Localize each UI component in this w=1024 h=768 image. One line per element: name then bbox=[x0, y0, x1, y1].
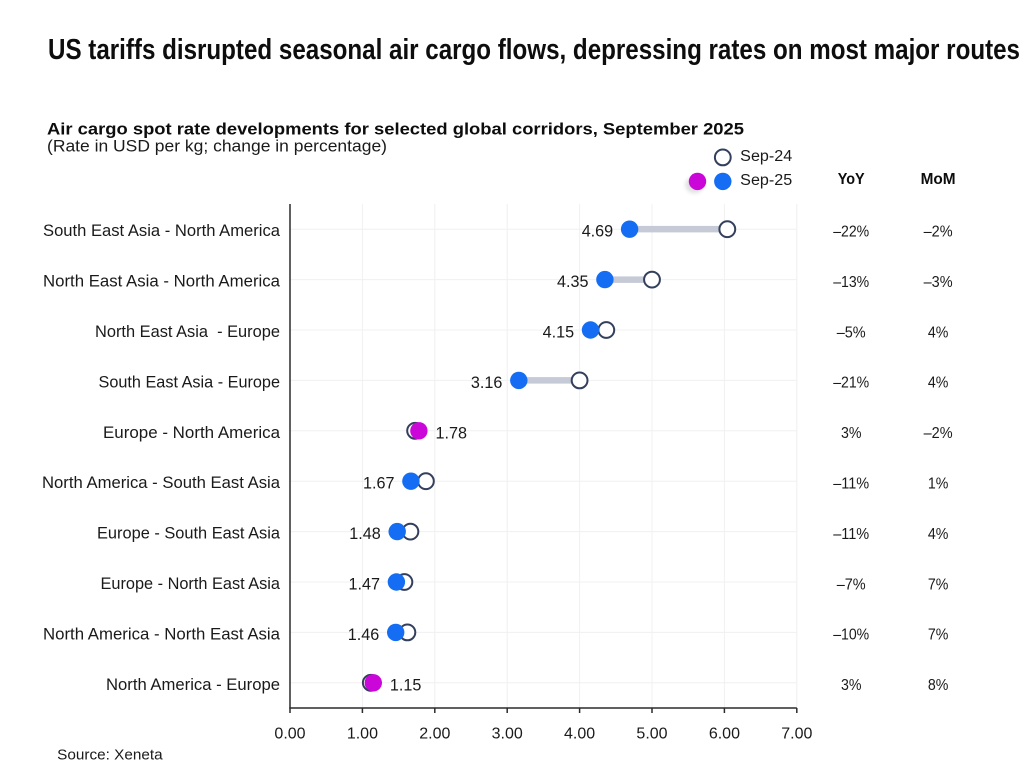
svg-text:4.35: 4.35 bbox=[557, 273, 589, 291]
svg-text:1.47: 1.47 bbox=[349, 576, 381, 594]
svg-text:–13%: –13% bbox=[833, 274, 869, 291]
svg-text:–5%: –5% bbox=[837, 324, 866, 341]
svg-text:1.48: 1.48 bbox=[349, 525, 381, 543]
svg-text:1.46: 1.46 bbox=[348, 626, 380, 644]
svg-text:1.78: 1.78 bbox=[436, 424, 468, 442]
svg-text:1.15: 1.15 bbox=[390, 676, 422, 694]
svg-text:South East Asia - North Americ: South East Asia - North America bbox=[43, 221, 281, 240]
svg-text:0.00: 0.00 bbox=[274, 725, 305, 742]
svg-text:Sep-25: Sep-25 bbox=[740, 172, 792, 189]
svg-text:Source: Xeneta: Source: Xeneta bbox=[57, 746, 163, 763]
svg-text:North East Asia - North Americ: North East Asia - North America bbox=[43, 272, 281, 291]
svg-text:–21%: –21% bbox=[833, 375, 869, 392]
svg-text:–3%: –3% bbox=[924, 274, 953, 291]
svg-text:1.00: 1.00 bbox=[347, 725, 378, 742]
svg-text:–2%: –2% bbox=[924, 224, 953, 241]
svg-text:3.00: 3.00 bbox=[492, 725, 523, 742]
svg-text:4.69: 4.69 bbox=[582, 223, 614, 241]
svg-text:3%: 3% bbox=[841, 677, 862, 694]
svg-text:US tariffs disrupted seasonal: US tariffs disrupted seasonal air cargo … bbox=[48, 34, 1020, 66]
svg-text:Sep-24: Sep-24 bbox=[740, 148, 792, 165]
svg-text:4%: 4% bbox=[928, 375, 949, 392]
svg-text:4%: 4% bbox=[928, 526, 949, 543]
svg-text:–7%: –7% bbox=[837, 576, 866, 593]
svg-text:Europe - North America: Europe - North America bbox=[103, 423, 281, 442]
svg-text:7.00: 7.00 bbox=[781, 725, 812, 742]
svg-text:1%: 1% bbox=[928, 476, 949, 493]
svg-text:6.00: 6.00 bbox=[709, 725, 740, 742]
svg-text:1.67: 1.67 bbox=[363, 475, 395, 493]
svg-text:–22%: –22% bbox=[833, 224, 869, 241]
svg-text:–10%: –10% bbox=[833, 627, 869, 644]
svg-text:YoY: YoY bbox=[838, 171, 865, 188]
svg-text:–11%: –11% bbox=[833, 476, 869, 493]
svg-text:North America - Europe: North America - Europe bbox=[106, 675, 280, 694]
svg-text:Europe - South East Asia: Europe - South East Asia bbox=[97, 524, 281, 543]
svg-text:(Rate in USD per kg; change in: (Rate in USD per kg; change in percentag… bbox=[47, 136, 387, 155]
svg-text:2.00: 2.00 bbox=[419, 725, 450, 742]
svg-text:4.00: 4.00 bbox=[564, 725, 595, 742]
svg-text:North East Asia - Europe: North East Asia - Europe bbox=[95, 322, 280, 341]
svg-text:3.16: 3.16 bbox=[471, 374, 503, 392]
svg-text:South East Asia - Europe: South East Asia - Europe bbox=[99, 372, 281, 391]
svg-text:Europe - North East Asia: Europe - North East Asia bbox=[101, 574, 281, 593]
svg-text:MoM: MoM bbox=[921, 171, 956, 188]
svg-text:North America - North East Asi: North America - North East Asia bbox=[43, 624, 281, 643]
svg-text:–2%: –2% bbox=[924, 425, 953, 442]
svg-text:North America - South East Asi: North America - South East Asia bbox=[42, 473, 281, 492]
svg-text:4.15: 4.15 bbox=[543, 324, 575, 342]
svg-text:5.00: 5.00 bbox=[636, 725, 667, 742]
svg-text:–11%: –11% bbox=[833, 526, 869, 543]
svg-text:7%: 7% bbox=[928, 627, 949, 644]
svg-text:7%: 7% bbox=[928, 576, 949, 593]
svg-text:Air cargo spot rate developmen: Air cargo spot rate developments for sel… bbox=[47, 120, 744, 139]
svg-text:4%: 4% bbox=[928, 324, 949, 341]
svg-text:3%: 3% bbox=[841, 425, 862, 442]
svg-text:8%: 8% bbox=[928, 677, 949, 694]
